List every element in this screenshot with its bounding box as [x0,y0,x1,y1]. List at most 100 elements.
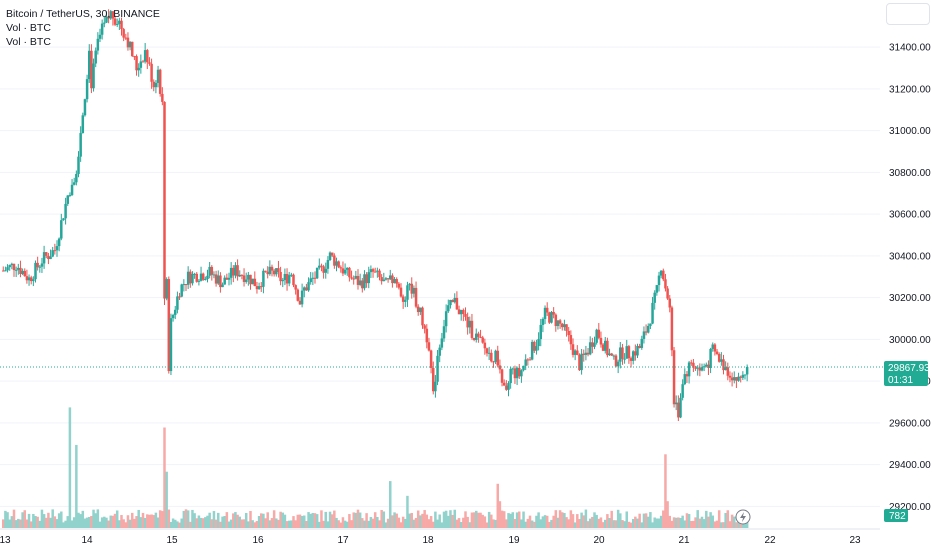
candle-body [457,309,461,315]
volume-bar [45,517,48,528]
candle-body [72,182,76,185]
candle-body [698,367,702,371]
volume-bar [23,510,26,528]
volume-bar [260,513,263,528]
candle-body [122,29,125,38]
settings-panel-button[interactable] [886,3,930,25]
candle-body [711,344,714,349]
candle-body [270,266,274,271]
candle-body [367,272,370,284]
volume-bar [543,515,547,528]
volume-bar [552,515,555,528]
candle-body [614,355,618,367]
volume-bar [105,517,108,528]
candle-body [561,323,564,328]
volume-bar [483,516,487,528]
volume-bar [539,519,542,528]
volume-bar [229,519,233,528]
volume-bar [32,513,35,528]
volume-bar [197,515,201,528]
candle-body [174,309,177,315]
candle-body [578,354,581,371]
time-tick-label: 16 [252,535,264,546]
candle-body [539,324,542,340]
candle-body [25,276,29,281]
candle-body [500,369,504,383]
volume-bars [2,407,749,528]
candle-body [62,218,65,221]
candle-body [679,397,682,418]
volume-bar [363,520,366,528]
volume-bar [513,518,517,528]
time-tick-label: 17 [337,535,349,546]
volume-bar [677,517,680,528]
candle-body [477,333,480,337]
candle-body [85,79,89,100]
candle-body [88,50,91,80]
volume-bar [40,509,44,528]
volume-bar [391,515,394,528]
time-tick-label: 23 [849,535,861,546]
volume-bar [649,512,652,528]
volume-bar [576,514,579,528]
candle-body [337,261,340,268]
candle-body [384,278,388,280]
volume-bar [27,513,31,528]
candle-body [17,267,20,270]
candle-body [513,368,517,379]
candle-body [745,367,749,375]
volume-bar [120,515,123,528]
volume-bar [294,520,297,528]
volume-bar [311,512,315,528]
volume-bar [161,511,164,528]
candle-body [690,362,693,364]
volume-bar [206,515,209,528]
time-axis[interactable]: 13 14 15 16 17 18 19 20 21 22 23 [0,528,880,546]
volume-bar [66,516,69,528]
volume-bar [496,483,499,528]
candle-body [221,284,224,288]
volume-bar [240,519,244,528]
volume-bar [79,514,82,528]
candle-body [591,342,594,347]
candle-body [128,41,132,48]
candle-body [425,328,429,343]
volume-bar [421,513,424,528]
volume-indicator-label-2[interactable]: Vol · BTC [6,36,51,48]
volume-bar [492,519,495,528]
symbol-title[interactable]: Bitcoin / TetherUS, 30, BINANCE [6,8,160,20]
candle-body [223,277,226,285]
candle-body [268,266,272,275]
lightning-icon[interactable] [735,509,751,525]
volume-indicator-label[interactable]: Vol · BTC [6,22,51,34]
candle-body [165,279,168,299]
candle-body [659,270,663,276]
candle-body [262,270,265,287]
candle-body [483,342,487,349]
candle-body [453,297,456,303]
candle-body [393,279,396,284]
candle-body [468,320,472,328]
candle-body [715,351,719,355]
volume-bar [726,510,730,528]
volume-bar [352,512,355,528]
volume-bar [64,520,67,528]
candle-body [601,344,605,351]
price-axis[interactable]: 29200.0029400.0029600.0029800.0030000.00… [889,43,931,513]
volume-bar [432,521,435,528]
volume-bar [94,513,97,528]
candle-body [55,246,59,251]
candle-body [631,351,635,361]
volume-bar [10,516,14,528]
candle-body [266,271,269,275]
volume-bar [380,510,383,528]
candle-body [103,22,106,24]
volume-bar [604,519,607,528]
volume-bar [249,510,252,528]
candle-body [612,355,616,357]
candle-body [586,352,590,355]
volume-bar [591,516,594,528]
volume-bar [199,517,203,528]
volume-bar [201,518,205,528]
